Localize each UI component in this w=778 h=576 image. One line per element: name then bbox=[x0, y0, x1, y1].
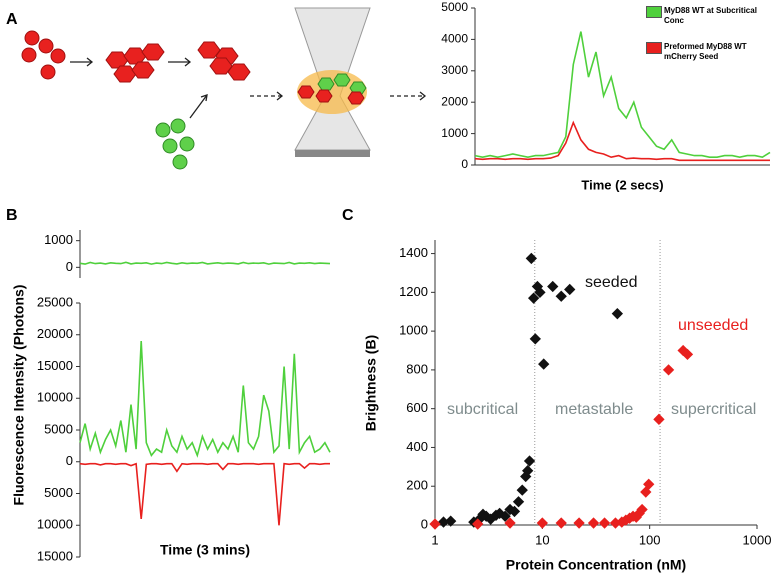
y-tick-label: 10000 bbox=[37, 390, 73, 405]
y-tick-label: 15000 bbox=[37, 358, 73, 373]
schematic bbox=[21, 7, 427, 170]
y-tick-label: 5000 bbox=[441, 0, 468, 14]
data-line bbox=[474, 120, 770, 162]
data-line bbox=[79, 462, 330, 526]
y-tick-label: 600 bbox=[406, 400, 428, 415]
point bbox=[522, 465, 534, 477]
point bbox=[523, 455, 536, 467]
annotation: supercritical bbox=[671, 401, 756, 418]
point bbox=[573, 517, 585, 529]
x-axis-label: Time (2 secs) bbox=[581, 177, 663, 192]
point bbox=[508, 505, 521, 518]
y-tick-label: 1000 bbox=[399, 323, 428, 338]
point bbox=[472, 518, 484, 530]
y-tick-label: 0 bbox=[66, 453, 73, 468]
data-line bbox=[79, 261, 331, 265]
point bbox=[504, 517, 516, 529]
point bbox=[611, 308, 624, 320]
point bbox=[636, 503, 648, 516]
point bbox=[681, 348, 694, 361]
point bbox=[534, 286, 546, 299]
legend-swatch bbox=[646, 42, 662, 54]
y-tick-label: 800 bbox=[406, 361, 428, 376]
y-tick-label: 1000 bbox=[44, 232, 73, 247]
point bbox=[653, 413, 665, 425]
series-label: unseeded bbox=[678, 317, 748, 334]
point bbox=[429, 518, 441, 530]
point bbox=[662, 364, 675, 376]
point bbox=[555, 290, 567, 302]
panel-letter: C bbox=[342, 207, 354, 224]
point bbox=[598, 517, 611, 529]
x-tick-label: 100 bbox=[639, 532, 661, 547]
x-tick-label: 1 bbox=[431, 532, 438, 547]
point bbox=[587, 517, 600, 529]
y-tick-label: 20000 bbox=[37, 326, 73, 341]
legend-label: Preformed MyD88 WT mCherry Seed bbox=[664, 42, 747, 61]
x-axis-label: Protein Concentration (nM) bbox=[506, 557, 686, 573]
y-tick-label: 0 bbox=[461, 157, 468, 171]
y-tick-label: 5000 bbox=[44, 421, 73, 436]
y-tick-label: 400 bbox=[406, 439, 428, 454]
x-tick-label: 10 bbox=[535, 532, 549, 547]
y-tick-label: 25000 bbox=[37, 294, 73, 309]
annotation: metastable bbox=[555, 401, 633, 418]
point bbox=[527, 292, 540, 304]
legend-label: MyD88 WT at Subcritical Conc bbox=[664, 6, 757, 25]
data-line bbox=[474, 31, 771, 159]
point bbox=[437, 516, 450, 528]
point bbox=[547, 280, 559, 293]
y-tick-label: 3000 bbox=[441, 63, 468, 77]
y-tick-label: 1000 bbox=[441, 126, 468, 140]
y-tick-label: 2000 bbox=[441, 94, 468, 108]
data-line bbox=[79, 341, 331, 458]
point bbox=[445, 515, 457, 527]
y-axis-label: Fluorescence Intensity (Photons) bbox=[11, 285, 27, 506]
point bbox=[643, 478, 655, 490]
point bbox=[564, 283, 576, 296]
point bbox=[499, 510, 511, 522]
legend-swatch bbox=[646, 6, 662, 18]
y-tick-label: 200 bbox=[406, 478, 428, 493]
point bbox=[538, 358, 550, 370]
series-label: seeded bbox=[585, 274, 638, 291]
point bbox=[536, 517, 548, 529]
annotation: subcritical bbox=[447, 401, 518, 418]
y-tick-label: 10000 bbox=[37, 517, 73, 532]
y-tick-label: 5000 bbox=[44, 485, 73, 500]
y-tick-label: 0 bbox=[66, 259, 73, 274]
panel-letter: A bbox=[6, 11, 18, 28]
point bbox=[512, 496, 525, 508]
point bbox=[516, 484, 528, 496]
y-tick-label: 1200 bbox=[399, 284, 428, 299]
y-tick-label: 1400 bbox=[399, 245, 428, 260]
point bbox=[555, 517, 567, 529]
y-tick-label: 4000 bbox=[441, 32, 468, 46]
x-axis-label: Time (3 mins) bbox=[160, 542, 250, 558]
y-tick-label: 15000 bbox=[37, 548, 73, 563]
x-tick-label: 1000 bbox=[743, 532, 772, 547]
point bbox=[529, 333, 541, 345]
point bbox=[525, 252, 538, 265]
y-axis-label: Brightness (B) bbox=[363, 335, 379, 431]
panel-letter: B bbox=[6, 207, 18, 224]
y-tick-label: 0 bbox=[421, 516, 428, 531]
